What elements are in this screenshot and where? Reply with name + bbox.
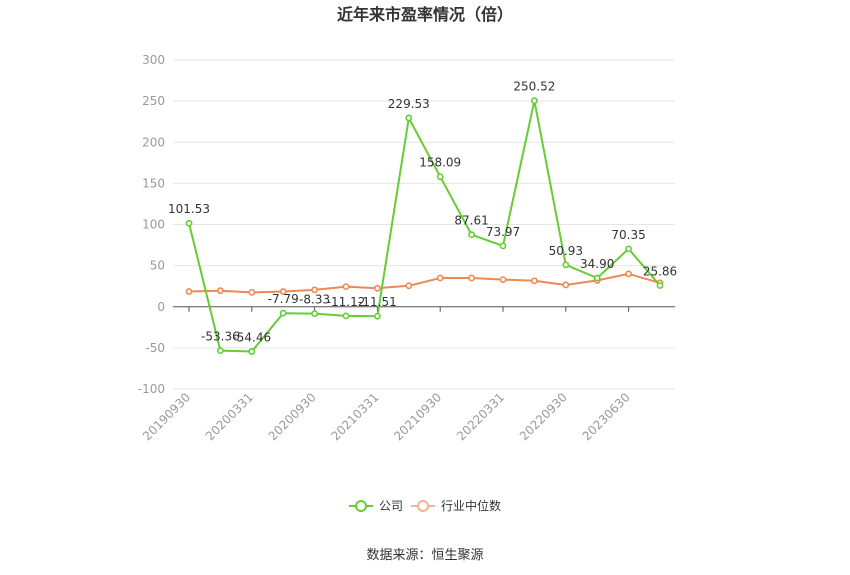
data-point (342, 283, 350, 290)
y-tick-label: 200 (142, 135, 165, 149)
x-tick-label: 20220331 (454, 390, 507, 443)
series-line-company (188, 99, 661, 353)
x-tick-label: 20230630 (580, 390, 633, 443)
data-label: 25.86 (643, 264, 677, 278)
data-point (405, 282, 413, 290)
legend-marker (417, 500, 429, 512)
data-point (499, 242, 507, 250)
data-point (531, 97, 538, 105)
x-tick-label: 20190930 (140, 390, 193, 443)
data-label: -53.36 (201, 330, 240, 344)
x-tick-label: 20200331 (203, 390, 256, 443)
data-point (311, 286, 318, 294)
data-point (248, 288, 256, 296)
data-labels: 101.53 -53.36-54.46 -7.79 -8.33-11.12-11.51… (168, 80, 677, 345)
data-label: -8.33 (299, 293, 330, 307)
y-tick-label: 0 (157, 300, 165, 314)
y-tick-label: 250 (142, 94, 165, 108)
data-point (625, 245, 632, 253)
data-label: -7.79 (268, 292, 299, 306)
grid (173, 59, 675, 390)
data-point (562, 281, 570, 289)
data-point (279, 309, 287, 317)
x-tick-label: 20200930 (266, 390, 319, 443)
y-tick-label: 100 (142, 218, 165, 232)
data-point (562, 261, 570, 269)
source-note: 数据来源：恒生聚源 (366, 548, 483, 563)
data-point (656, 282, 664, 289)
y-tick-label: 300 (142, 53, 165, 67)
data-label: 70.35 (611, 228, 645, 242)
x-tick-label: 20210930 (391, 390, 444, 443)
data-point (531, 277, 538, 285)
data-label: 229.53 (388, 97, 430, 111)
data-label: -54.46 (232, 331, 271, 345)
data-label: 87.61 (454, 214, 488, 228)
legend-label: 行业中位数 (441, 498, 501, 513)
y-tick-label: 150 (142, 176, 165, 190)
data-label: 50.93 (549, 244, 583, 258)
legend-item-company[interactable]: 公司 (349, 499, 403, 513)
y-tick-label: -100 (138, 382, 165, 396)
x-tick-label: 20210331 (328, 390, 381, 443)
data-point (499, 276, 507, 284)
data-point (468, 274, 475, 282)
data-label: 34.90 (580, 257, 614, 271)
legend-label: 公司 (379, 499, 403, 513)
data-point (342, 312, 350, 320)
series-line-industry-median (188, 272, 661, 294)
data-point (373, 312, 381, 320)
data-point (185, 288, 193, 295)
data-point (405, 114, 413, 122)
data-point (311, 310, 318, 318)
data-point (185, 219, 193, 227)
data-label: 250.52 (513, 80, 555, 94)
x-tick-label: 20220930 (517, 390, 570, 443)
legend-item-industry-median[interactable]: 行业中位数 (411, 498, 501, 513)
data-point (593, 274, 601, 282)
data-label: -11.51 (358, 295, 397, 309)
y-tick-label: -50 (145, 341, 165, 355)
y-axis: 300 250 200 150 100 50 0 -50 -100 (138, 53, 165, 396)
data-point (625, 270, 632, 278)
x-axis: 20190930 20200331 20200930 20210331 20210930… (140, 306, 675, 443)
data-point (216, 347, 224, 355)
data-label: 101.53 (168, 202, 210, 216)
data-point (248, 348, 256, 355)
legend[interactable]: 公司 行业中位数 (349, 498, 501, 513)
data-label: -11.12 (327, 295, 366, 309)
y-tick-label: 50 (150, 259, 165, 273)
data-point (436, 173, 444, 181)
data-point (468, 231, 475, 239)
data-point (436, 274, 444, 282)
chart-title: 近年来市盈率情况（倍） (337, 5, 513, 24)
data-point (216, 287, 224, 295)
series-layer (185, 97, 664, 355)
legend-marker (355, 500, 367, 512)
data-point (279, 288, 287, 295)
data-label: 158.09 (419, 156, 461, 170)
data-label: 73.97 (486, 225, 520, 239)
data-point (373, 284, 381, 292)
